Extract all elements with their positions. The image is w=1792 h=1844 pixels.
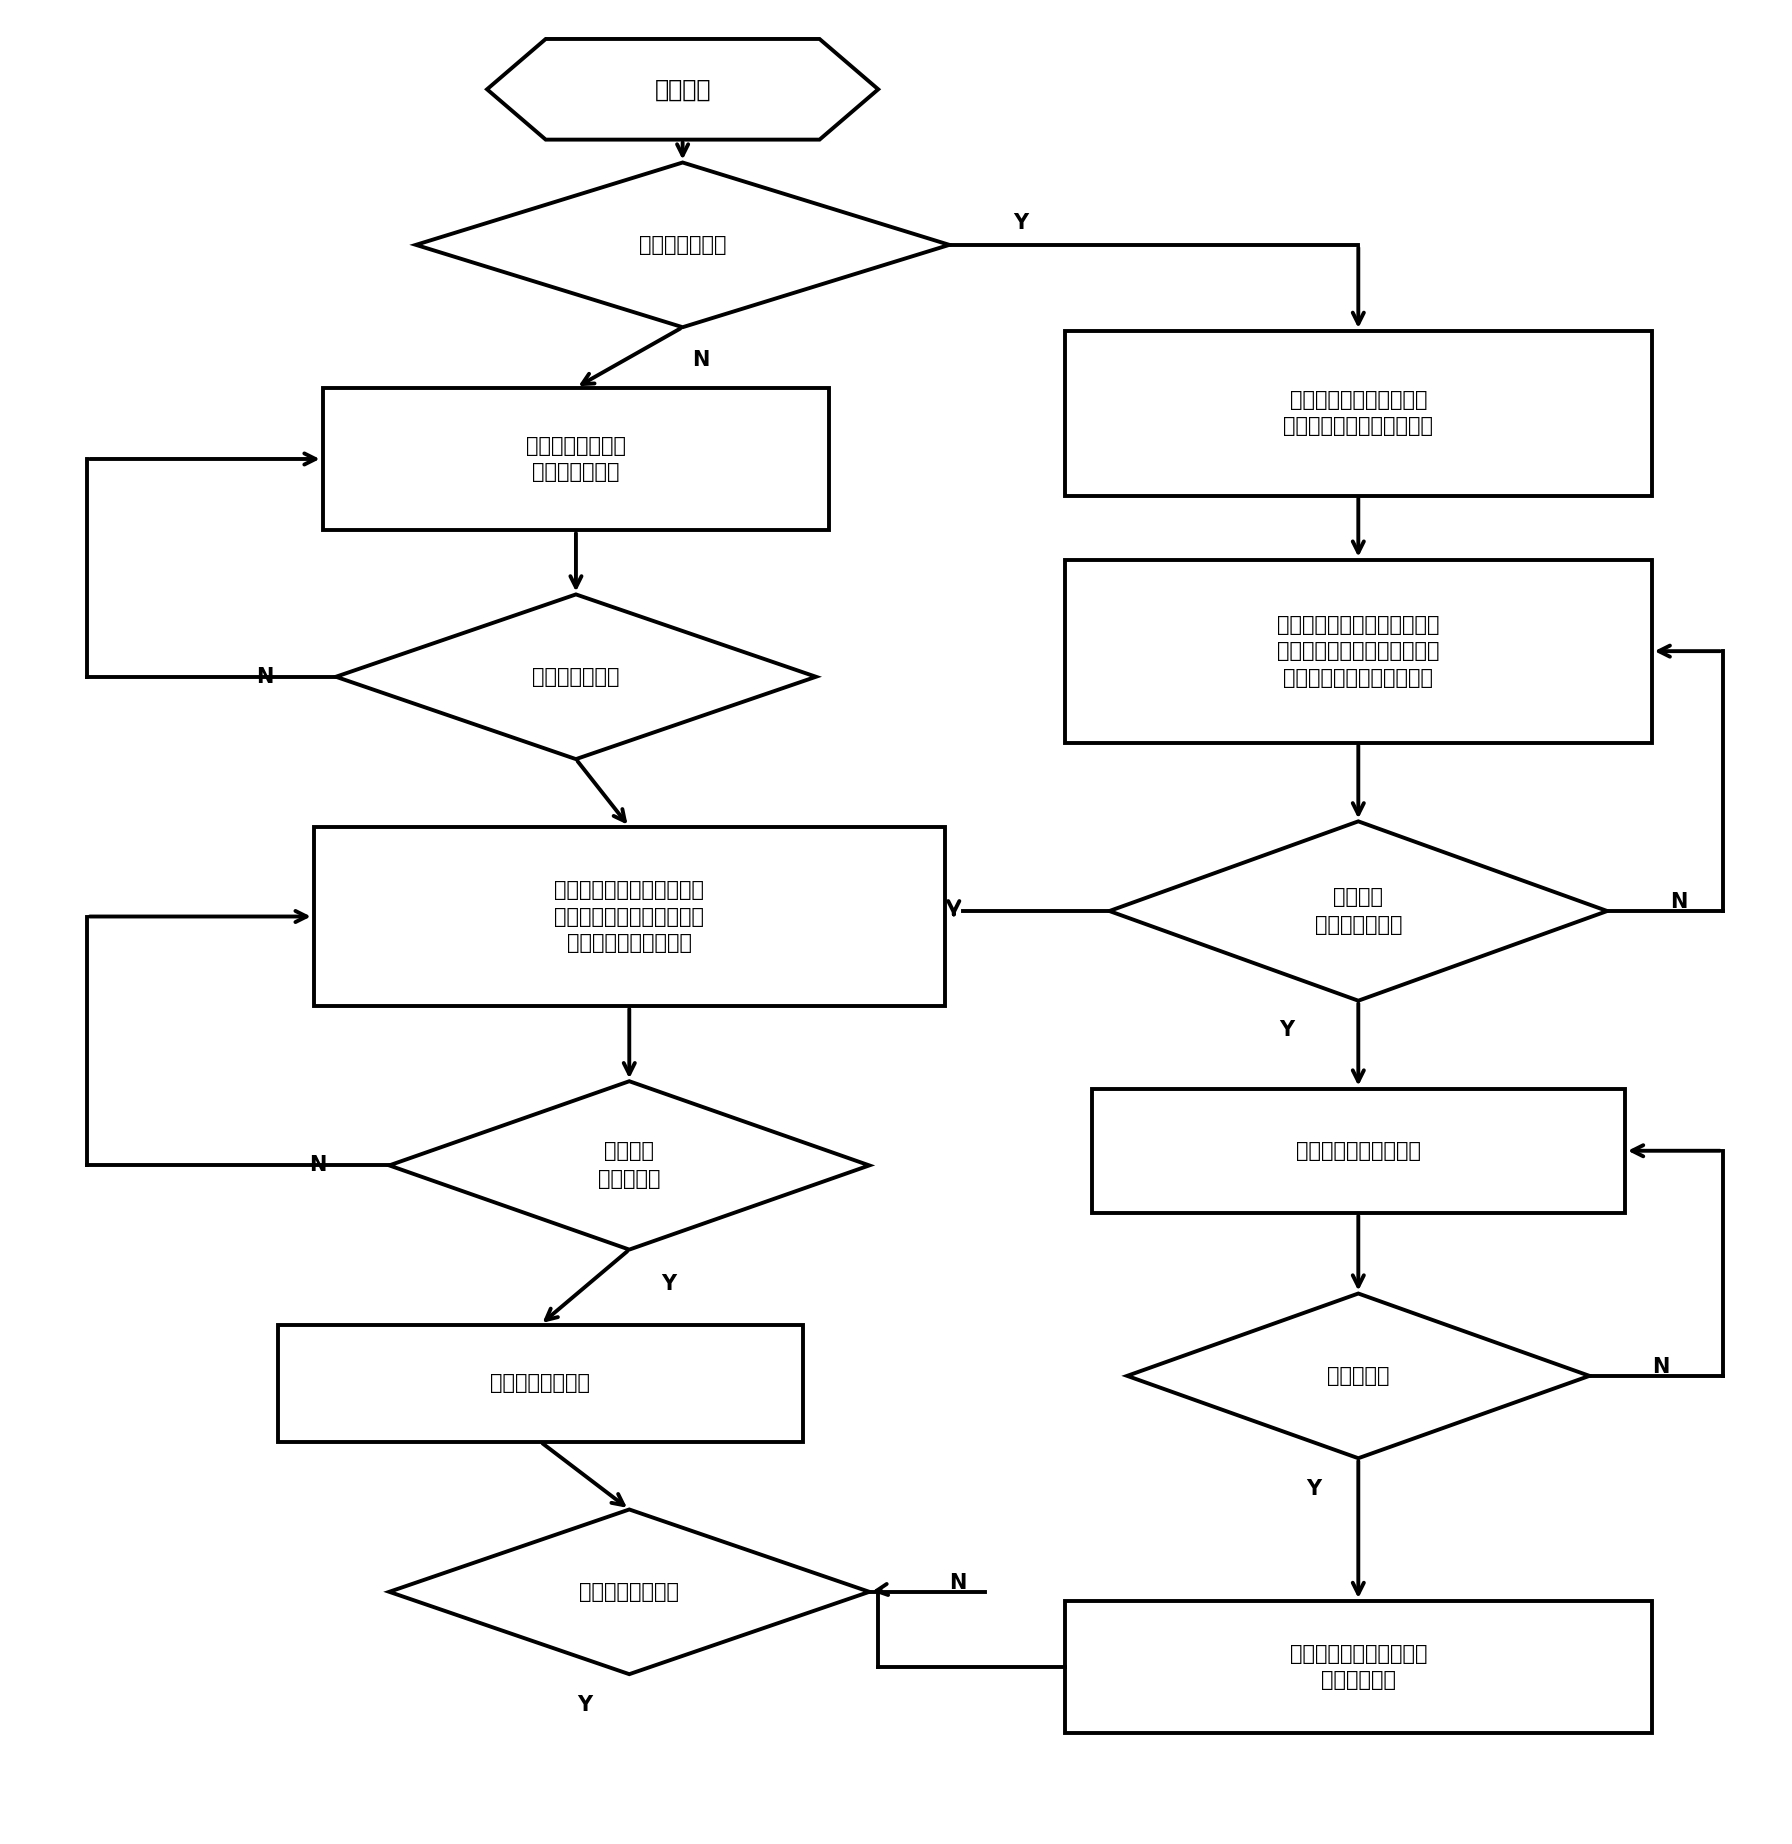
Text: 完成关键寄存器配
置、缓存初始化: 完成关键寄存器配 置、缓存初始化 xyxy=(525,435,625,481)
Bar xyxy=(278,1324,803,1442)
Text: 应答心跳检测报文: 应答心跳检测报文 xyxy=(491,1374,590,1394)
Text: 心跳丢失？: 心跳丢失？ xyxy=(1328,1366,1389,1387)
Bar xyxy=(1064,1601,1652,1733)
Text: Y: Y xyxy=(577,1695,593,1715)
Text: Y: Y xyxy=(1306,1479,1321,1499)
Text: N: N xyxy=(950,1573,968,1593)
Text: N: N xyxy=(692,350,710,371)
Text: N: N xyxy=(310,1156,326,1175)
Bar xyxy=(1064,559,1652,743)
Text: 收到非屏蔽中断？: 收到非屏蔽中断？ xyxy=(579,1582,679,1602)
Text: 定时发送心跳检测报文: 定时发送心跳检测报文 xyxy=(1296,1141,1421,1160)
Text: 收到心跳
检测消息？: 收到心跳 检测消息？ xyxy=(599,1141,661,1189)
Bar xyxy=(323,387,830,531)
Text: N: N xyxy=(1670,892,1686,913)
Bar xyxy=(1091,1088,1625,1213)
Bar xyxy=(1064,330,1652,496)
Text: Y: Y xyxy=(661,1274,676,1294)
Text: 系统上电: 系统上电 xyxy=(654,77,711,101)
Text: Y: Y xyxy=(1012,212,1029,232)
Text: Y: Y xyxy=(1279,1020,1296,1040)
Text: 向丢失心跳的内核线程发
送非屏蔽中断: 向丢失心跳的内核线程发 送非屏蔽中断 xyxy=(1290,1643,1426,1691)
Text: N: N xyxy=(256,668,274,686)
Text: 加载其他内核线程代码，分配
代码段、数据段空间，记录地
址映射关系，发送启动消息: 加载其他内核线程代码，分配 代码段、数据段空间，记录地 址映射关系，发送启动消息 xyxy=(1278,614,1439,688)
Bar xyxy=(314,826,944,1007)
Text: 收到启动消息？: 收到启动消息？ xyxy=(532,668,620,686)
Text: 完成关键寄存器配置、缓
存、内存初始化、系统配置: 完成关键寄存器配置、缓 存、内存初始化、系统配置 xyxy=(1283,391,1434,437)
Text: 主控内核线程？: 主控内核线程？ xyxy=(640,234,726,254)
Text: N: N xyxy=(1652,1357,1670,1377)
Text: 内核线程
已经启动完成？: 内核线程 已经启动完成？ xyxy=(1315,887,1401,935)
Text: 根据启动消息添加地址映射
关系，转入指定地址执行，
更新内核线程相关信息: 根据启动消息添加地址映射 关系，转入指定地址执行， 更新内核线程相关信息 xyxy=(554,880,704,953)
